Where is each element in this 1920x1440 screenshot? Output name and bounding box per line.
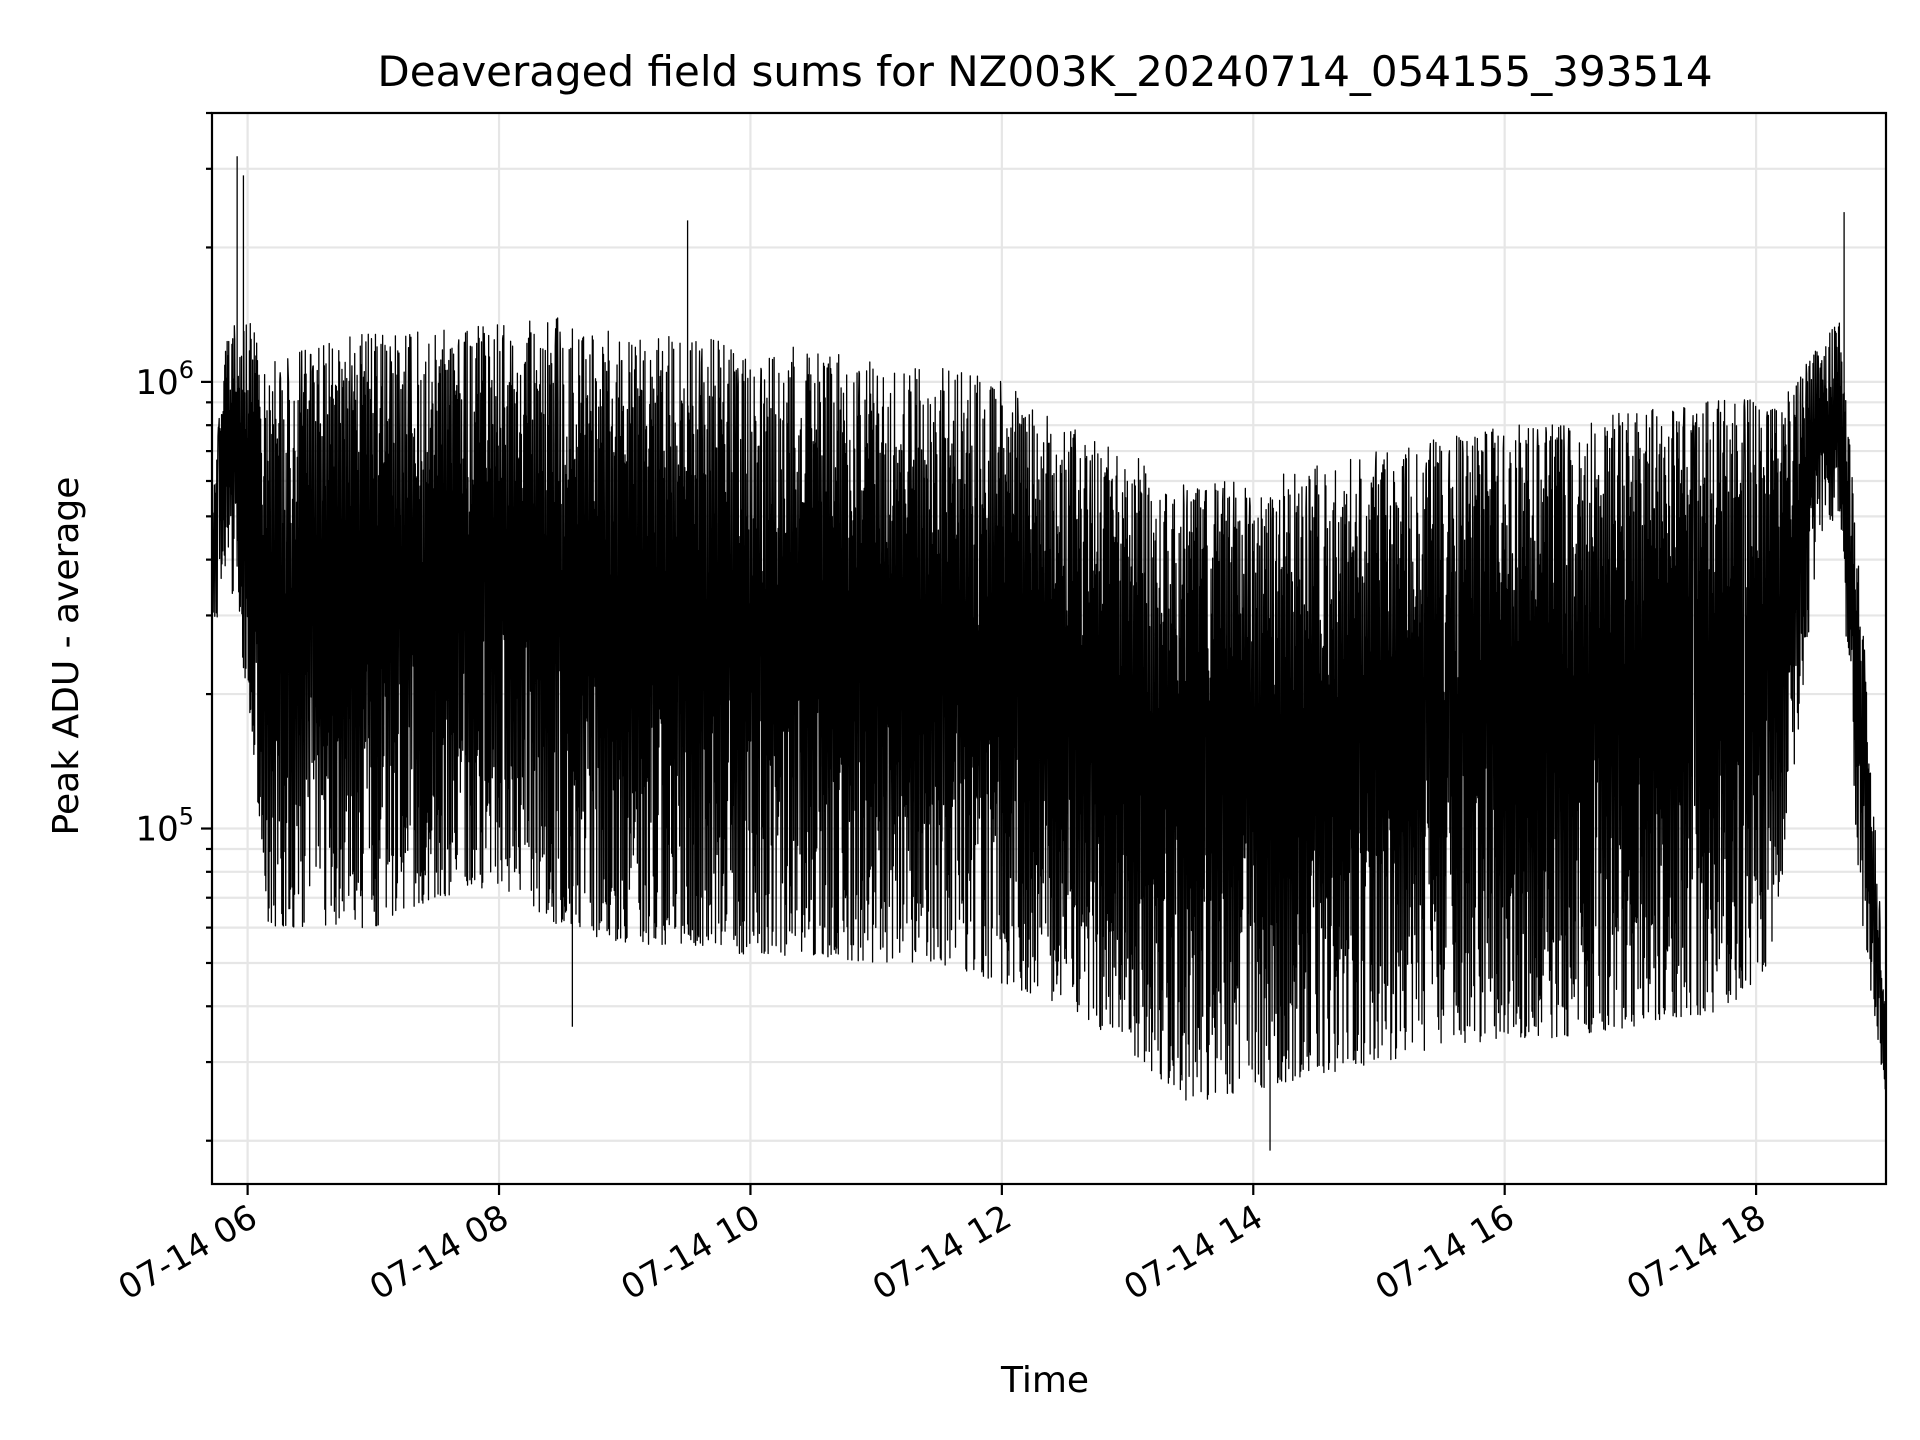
plot-frame	[210, 111, 1888, 1186]
series-trace-group	[212, 156, 1886, 1162]
y-axis-label: Peak ADU - average	[46, 477, 87, 836]
y-tick-label: 105	[135, 803, 194, 850]
y-tick-label: 106	[135, 356, 194, 403]
chart-title: Deaveraged field sums for NZ003K_2024071…	[377, 47, 1712, 96]
data-series-line	[212, 317, 1886, 1101]
x-axis-label: Time	[1000, 1360, 1089, 1401]
